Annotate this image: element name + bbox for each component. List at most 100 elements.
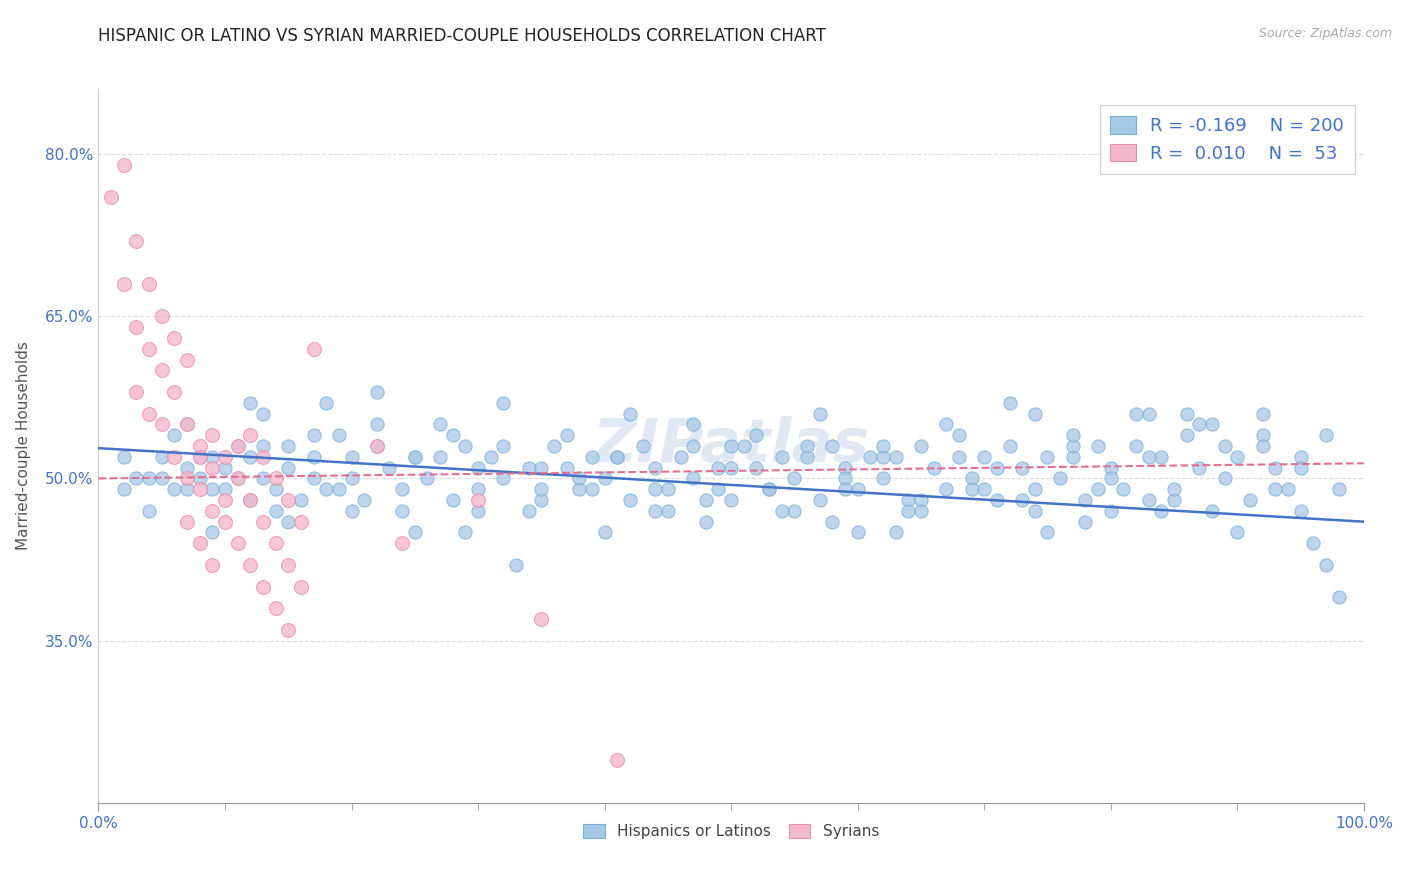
Point [1049, 471, 1071, 485]
Point [226, 471, 249, 485]
Point [922, 460, 945, 475]
Point [1251, 428, 1274, 442]
Point [1289, 504, 1312, 518]
Point [859, 450, 882, 464]
Point [277, 439, 299, 453]
Point [214, 482, 236, 496]
Point [112, 482, 135, 496]
Point [404, 450, 426, 464]
Point [239, 558, 262, 572]
Point [239, 428, 262, 442]
Point [1226, 525, 1249, 540]
Point [897, 504, 920, 518]
Point [1074, 515, 1097, 529]
Point [176, 417, 198, 432]
Point [1213, 439, 1236, 453]
Point [1011, 460, 1033, 475]
Point [340, 450, 363, 464]
Point [568, 482, 591, 496]
Point [125, 234, 148, 248]
Text: ZIPatlas: ZIPatlas [592, 417, 870, 475]
Point [758, 482, 780, 496]
Point [138, 342, 160, 356]
Point [1327, 591, 1350, 605]
Point [834, 460, 856, 475]
Point [960, 471, 983, 485]
Point [277, 623, 299, 637]
Point [530, 493, 553, 508]
Point [543, 439, 565, 453]
Point [631, 439, 654, 453]
Point [277, 493, 299, 508]
Point [1024, 482, 1046, 496]
Point [935, 417, 957, 432]
Point [1315, 558, 1337, 572]
Point [201, 504, 224, 518]
Point [1125, 439, 1147, 453]
Point [517, 504, 540, 518]
Point [277, 460, 299, 475]
Point [252, 407, 274, 421]
Point [821, 515, 844, 529]
Point [960, 482, 983, 496]
Point [340, 471, 363, 485]
Point [1137, 450, 1160, 464]
Point [910, 493, 932, 508]
Point [530, 612, 553, 626]
Point [391, 482, 413, 496]
Point [910, 504, 932, 518]
Point [467, 482, 489, 496]
Point [935, 482, 957, 496]
Point [378, 460, 401, 475]
Point [695, 515, 717, 529]
Point [264, 471, 287, 485]
Point [1201, 504, 1223, 518]
Point [188, 471, 211, 485]
Point [467, 504, 489, 518]
Point [1289, 450, 1312, 464]
Point [112, 277, 135, 291]
Point [214, 493, 236, 508]
Point [252, 450, 274, 464]
Point [796, 450, 818, 464]
Point [644, 504, 666, 518]
Point [1188, 417, 1211, 432]
Point [366, 439, 388, 453]
Point [619, 407, 641, 421]
Point [163, 331, 186, 345]
Point [163, 450, 186, 464]
Point [201, 450, 224, 464]
Point [138, 471, 160, 485]
Point [125, 320, 148, 334]
Point [302, 450, 325, 464]
Point [252, 439, 274, 453]
Point [821, 439, 844, 453]
Point [1011, 493, 1033, 508]
Point [1277, 482, 1299, 496]
Point [492, 439, 515, 453]
Point [239, 493, 262, 508]
Point [973, 482, 995, 496]
Point [214, 450, 236, 464]
Point [872, 471, 894, 485]
Point [239, 450, 262, 464]
Point [264, 504, 287, 518]
Point [1315, 428, 1337, 442]
Point [176, 460, 198, 475]
Point [846, 525, 869, 540]
Point [948, 428, 970, 442]
Point [201, 428, 224, 442]
Point [1087, 439, 1109, 453]
Point [112, 450, 135, 464]
Point [872, 450, 894, 464]
Point [201, 525, 224, 540]
Point [150, 471, 173, 485]
Point [783, 504, 806, 518]
Point [1150, 504, 1173, 518]
Point [315, 482, 337, 496]
Point [530, 460, 553, 475]
Point [239, 493, 262, 508]
Point [404, 525, 426, 540]
Point [1036, 450, 1059, 464]
Point [454, 439, 477, 453]
